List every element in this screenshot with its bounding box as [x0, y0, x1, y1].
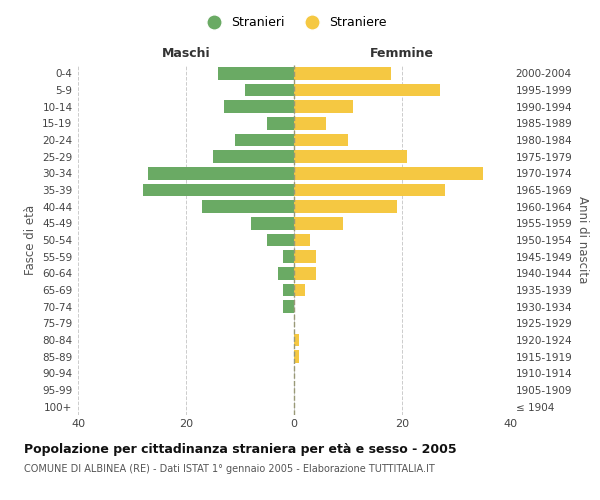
Bar [294, 134, 348, 146]
Bar [294, 234, 310, 246]
Bar [294, 167, 483, 179]
Bar [294, 284, 305, 296]
Bar [283, 284, 294, 296]
Text: Popolazione per cittadinanza straniera per età e sesso - 2005: Popolazione per cittadinanza straniera p… [24, 442, 457, 456]
Bar [267, 234, 294, 246]
Y-axis label: Fasce di età: Fasce di età [23, 205, 37, 275]
Bar [294, 84, 440, 96]
Bar [213, 150, 294, 163]
Bar [278, 267, 294, 280]
Bar [267, 117, 294, 130]
Bar [294, 117, 326, 130]
Bar [283, 250, 294, 263]
Legend: Stranieri, Straniere: Stranieri, Straniere [196, 11, 392, 34]
Text: Femmine: Femmine [370, 47, 434, 60]
Bar [218, 67, 294, 80]
Bar [224, 100, 294, 113]
Bar [235, 134, 294, 146]
Bar [294, 350, 299, 363]
Bar [294, 100, 353, 113]
Bar [251, 217, 294, 230]
Bar [294, 267, 316, 280]
Bar [294, 217, 343, 230]
Bar [283, 300, 294, 313]
Bar [294, 200, 397, 213]
Text: Maschi: Maschi [161, 47, 211, 60]
Bar [294, 150, 407, 163]
Bar [202, 200, 294, 213]
Bar [245, 84, 294, 96]
Bar [294, 334, 299, 346]
Bar [294, 250, 316, 263]
Bar [294, 67, 391, 80]
Text: COMUNE DI ALBINEA (RE) - Dati ISTAT 1° gennaio 2005 - Elaborazione TUTTITALIA.IT: COMUNE DI ALBINEA (RE) - Dati ISTAT 1° g… [24, 464, 435, 474]
Bar [143, 184, 294, 196]
Bar [294, 184, 445, 196]
Y-axis label: Anni di nascita: Anni di nascita [576, 196, 589, 284]
Bar [148, 167, 294, 179]
